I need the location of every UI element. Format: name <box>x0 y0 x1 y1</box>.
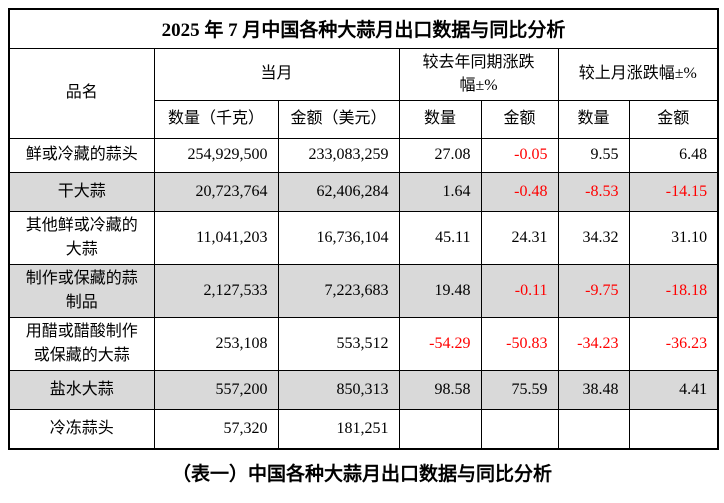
qty-cell: 11,041,203 <box>153 210 279 265</box>
yoy-amount-cell: -0.05 <box>480 137 559 173</box>
mom-qty-header: 数量 <box>557 99 630 139</box>
qty-kg-header: 数量（千克） <box>153 99 279 139</box>
product-name: 用醋或醋酸制作 或保藏的大蒜 <box>8 316 155 371</box>
product-name: 盐水大蒜 <box>8 369 155 410</box>
yoy-amount-cell: 24.31 <box>480 210 559 265</box>
yoy-qty-cell: 19.48 <box>398 263 482 318</box>
amount-cell: 181,251 <box>277 408 400 450</box>
mom-amount-header: 金额 <box>628 99 719 139</box>
product-name: 其他鲜或冷藏的 大蒜 <box>8 210 155 265</box>
mom-amount-cell <box>628 408 719 450</box>
yoy-qty-cell: -54.29 <box>398 316 482 371</box>
amount-usd-header: 金额（美元） <box>277 99 400 139</box>
yoy-amount-cell <box>480 408 559 450</box>
mom-change-header: 较上月涨跌幅±% <box>557 47 719 101</box>
mom-qty-cell: -8.53 <box>557 171 630 212</box>
mom-amount-cell: -36.23 <box>628 316 719 371</box>
mom-qty-cell: 9.55 <box>557 137 630 173</box>
product-name: 鲜或冷藏的蒜头 <box>8 137 155 173</box>
table-row: 其他鲜或冷藏的 大蒜 11,041,203 16,736,104 45.11 2… <box>8 210 719 265</box>
mom-amount-cell: -18.18 <box>628 263 719 318</box>
mom-amount-cell: -14.15 <box>628 171 719 212</box>
table-title: 2025 年 7 月中国各种大蒜月出口数据与同比分析 <box>8 8 719 49</box>
table-row: 制作或保藏的蒜 制品 2,127,533 7,223,683 19.48 -0.… <box>8 263 719 318</box>
product-name: 干大蒜 <box>8 171 155 212</box>
yoy-amount-cell: -0.48 <box>480 171 559 212</box>
table-row: 用醋或醋酸制作 或保藏的大蒜 253,108 553,512 -54.29 -5… <box>8 316 719 371</box>
mom-qty-cell: -9.75 <box>557 263 630 318</box>
product-name: 制作或保藏的蒜 制品 <box>8 263 155 318</box>
table-row: 鲜或冷藏的蒜头 254,929,500 233,083,259 27.08 -0… <box>8 137 719 173</box>
header-row-groups: 品名 当月 较去年同期涨跌 幅±% 较上月涨跌幅±% <box>8 47 719 139</box>
yoy-change-header: 较去年同期涨跌 幅±% <box>398 47 559 101</box>
mom-amount-cell: 4.41 <box>628 369 719 410</box>
qty-cell: 57,320 <box>153 408 279 450</box>
qty-cell: 2,127,533 <box>153 263 279 318</box>
mom-amount-cell: 6.48 <box>628 137 719 173</box>
yoy-qty-cell: 27.08 <box>398 137 482 173</box>
yoy-qty-header: 数量 <box>398 99 482 139</box>
amount-cell: 16,736,104 <box>277 210 400 265</box>
amount-cell: 850,313 <box>277 369 400 410</box>
yoy-qty-cell <box>398 408 482 450</box>
amount-cell: 233,083,259 <box>277 137 400 173</box>
qty-cell: 557,200 <box>153 369 279 410</box>
garlic-export-table: 2025 年 7 月中国各种大蒜月出口数据与同比分析 品名 当月 较去年同期涨跌… <box>8 8 720 450</box>
yoy-amount-header: 金额 <box>480 99 559 139</box>
mom-qty-cell: -34.23 <box>557 316 630 371</box>
table-caption: （表一）中国各种大蒜月出口数据与同比分析 <box>171 464 552 485</box>
current-month-header: 当月 <box>153 47 400 101</box>
yoy-amount-cell: -0.11 <box>480 263 559 318</box>
mom-amount-cell: 31.10 <box>628 210 719 265</box>
product-header: 品名 <box>8 47 155 139</box>
table-row: 盐水大蒜 557,200 850,313 98.58 75.59 38.48 4… <box>8 369 719 410</box>
yoy-qty-cell: 45.11 <box>398 210 482 265</box>
header-row-subcolumns: 数量（千克） 金额（美元） 数量 金额 数量 金额 <box>9 99 719 139</box>
table-row: 冷冻蒜头 57,320 181,251 <box>8 408 719 450</box>
mom-qty-cell: 34.32 <box>557 210 630 265</box>
qty-cell: 20,723,764 <box>153 171 279 212</box>
amount-cell: 7,223,683 <box>277 263 400 318</box>
product-name: 冷冻蒜头 <box>8 408 155 450</box>
mom-qty-cell: 38.48 <box>557 369 630 410</box>
mom-qty-cell <box>557 408 630 450</box>
yoy-qty-cell: 1.64 <box>398 171 482 212</box>
amount-cell: 553,512 <box>277 316 400 371</box>
yoy-amount-cell: 75.59 <box>480 369 559 410</box>
title-row: 2025 年 7 月中国各种大蒜月出口数据与同比分析 <box>8 8 719 49</box>
amount-cell: 62,406,284 <box>277 171 400 212</box>
qty-cell: 253,108 <box>153 316 279 371</box>
qty-cell: 254,929,500 <box>153 137 279 173</box>
yoy-amount-cell: -50.83 <box>480 316 559 371</box>
yoy-qty-cell: 98.58 <box>398 369 482 410</box>
table-row: 干大蒜 20,723,764 62,406,284 1.64 -0.48 -8.… <box>8 171 719 212</box>
